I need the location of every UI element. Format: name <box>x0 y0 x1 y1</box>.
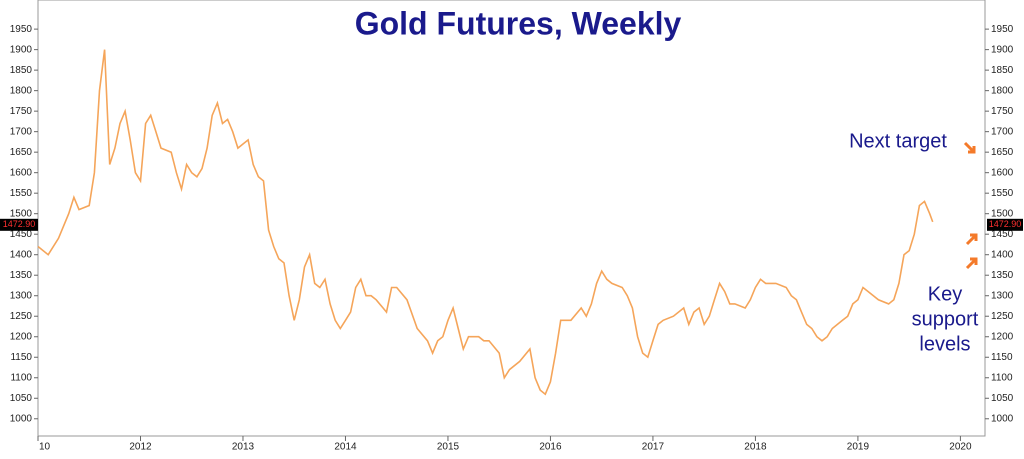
y2-tick-label: 1100 <box>991 372 1013 383</box>
y2-tick-label: 1650 <box>991 147 1014 158</box>
x-tick-label: 2013 <box>232 442 255 453</box>
y-tick-label: 1550 <box>10 188 33 199</box>
price-line <box>37 49 934 396</box>
y-tick-label: 1050 <box>10 393 33 404</box>
annotation: levels <box>919 333 970 355</box>
y-tick-label: 1200 <box>10 331 33 342</box>
y2-tick-label: 1850 <box>991 65 1014 76</box>
x-tick-label: 2012 <box>129 442 152 453</box>
y2-tick-label: 1400 <box>991 249 1014 260</box>
y2-tick-label: 1000 <box>991 413 1014 424</box>
y2-tick-label: 1950 <box>991 24 1014 35</box>
y-tick-label: 1500 <box>10 208 33 219</box>
y2-tick-label: 1900 <box>991 44 1014 55</box>
y2-tick-label: 1700 <box>991 126 1014 137</box>
x-tick-label: 2019 <box>847 442 870 453</box>
y-tick-label: 1850 <box>10 65 33 76</box>
x-tick-label: 10 <box>39 442 51 453</box>
y-tick-label: 1950 <box>10 24 33 35</box>
y-tick-label: 1650 <box>10 147 33 158</box>
y-tick-label: 1100 <box>10 372 32 383</box>
arrow <box>965 257 978 270</box>
plot-frame <box>37 0 986 437</box>
y-tick-label: 1800 <box>10 85 33 96</box>
y-tick-label: 1250 <box>10 311 33 322</box>
y2-tick-label: 1450 <box>991 229 1014 240</box>
y2-tick-label: 1550 <box>991 188 1014 199</box>
y-tick-label: 1400 <box>10 249 33 260</box>
y2-tick-label: 1150 <box>991 352 1013 363</box>
y-tick-label: 1900 <box>10 44 33 55</box>
x-tick-label: 2017 <box>642 442 665 453</box>
annotation: Key <box>928 283 962 305</box>
y-tick-label: 1350 <box>10 270 33 281</box>
last-price-label: 1472.90 <box>989 219 1022 229</box>
y-tick-label: 1150 <box>10 352 32 363</box>
y-tick-label: 1300 <box>10 290 33 301</box>
last-price-label: 1472.90 <box>3 219 36 229</box>
arrow <box>965 233 978 246</box>
chart-title: Gold Futures, Weekly <box>355 5 682 41</box>
y-tick-label: 1600 <box>10 167 33 178</box>
x-tick-label: 2015 <box>437 442 460 453</box>
last-price-box <box>987 218 1023 231</box>
x-tick-label: 2014 <box>334 442 357 453</box>
x-tick-label: 2018 <box>744 442 767 453</box>
y2-tick-label: 1300 <box>991 290 1014 301</box>
y2-tick-label: 1050 <box>991 393 1014 404</box>
y2-tick-label: 1250 <box>991 311 1014 322</box>
y2-tick-label: 1750 <box>991 106 1014 117</box>
x-tick-label: 2020 <box>949 442 972 453</box>
x-tick-label: 2016 <box>539 442 562 453</box>
y-tick-label: 1450 <box>10 229 33 240</box>
y2-tick-label: 1800 <box>991 85 1014 96</box>
y2-tick-label: 1350 <box>991 270 1014 281</box>
y2-tick-label: 1500 <box>991 208 1014 219</box>
y-tick-label: 1750 <box>10 106 33 117</box>
annotation: Next target <box>849 130 947 152</box>
last-price-box <box>0 218 38 231</box>
arrow <box>963 141 976 154</box>
annotation: support <box>912 308 979 330</box>
y2-tick-label: 1200 <box>991 331 1014 342</box>
y2-tick-label: 1600 <box>991 167 1014 178</box>
y-tick-label: 1700 <box>10 126 33 137</box>
y-tick-label: 1000 <box>10 413 33 424</box>
